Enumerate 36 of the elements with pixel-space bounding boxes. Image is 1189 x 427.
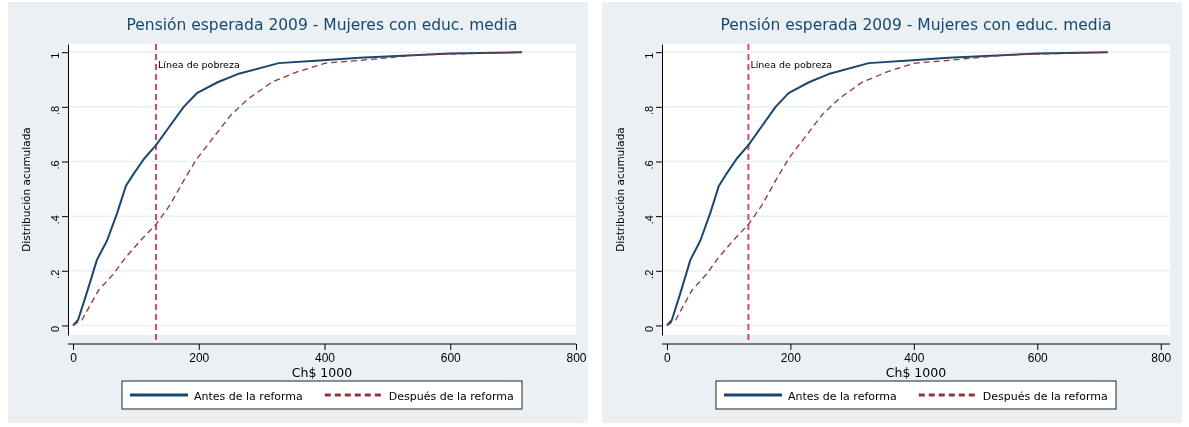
x-tick-label: 0	[70, 350, 78, 365]
y-tick-label: .4	[49, 215, 61, 225]
line-series	[72, 51, 523, 327]
x-tick-label: 0	[664, 350, 672, 365]
x-tick-label: 600	[1027, 350, 1049, 365]
x-tick-label: 800	[566, 350, 587, 365]
chart-title: Pensión esperada 2009 - Mujeres con educ. media	[720, 16, 1112, 34]
y-tick-label: .8	[643, 105, 655, 115]
y-tick-label: 0	[49, 325, 61, 332]
y-tick-label: .8	[49, 105, 61, 115]
legend-label: Después de la reforma	[982, 389, 1108, 403]
x-tick-label: 400	[904, 350, 925, 365]
y-tick-label: .2	[643, 269, 655, 279]
x-tick-label: 200	[780, 350, 802, 365]
y-axis-title: Distribución acumulada	[20, 127, 32, 252]
ref-line-label: Línea de pobreza	[750, 59, 833, 70]
chart-title: Pensión esperada 2009 - Mujeres con educ. media	[126, 16, 518, 34]
y-tick-label: 1	[49, 52, 61, 59]
y-tick-label: .4	[643, 215, 655, 225]
y-tick-label: .6	[49, 160, 61, 170]
x-tick-label: 200	[189, 350, 210, 365]
legend-label: Después de la reforma	[388, 389, 514, 403]
ref-line-label: Línea de pobreza	[158, 59, 240, 70]
y-axis-title: Distribución acumulada	[614, 127, 626, 252]
x-axis-title: Ch$ 1000	[291, 365, 353, 380]
y-tick-label: 1	[643, 52, 655, 59]
x-tick-label: 400	[315, 350, 336, 365]
legend-label: Antes de la reforma	[194, 389, 303, 403]
y-tick-label: .6	[643, 160, 655, 170]
y-tick-label: .2	[49, 269, 61, 279]
x-tick-label: 600	[440, 350, 462, 365]
y-tick-label: 0	[643, 325, 655, 332]
line-series	[665, 51, 1109, 327]
x-axis-title: Ch$ 1000	[885, 365, 947, 380]
legend-label: Antes de la reforma	[788, 389, 897, 403]
x-tick-label: 800	[1151, 350, 1172, 365]
